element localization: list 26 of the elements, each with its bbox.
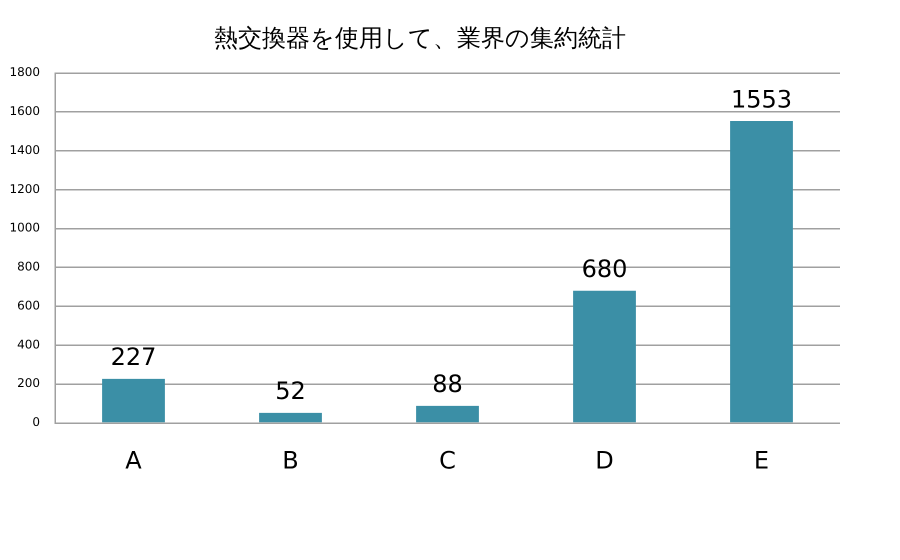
y-tick-label: 1400 — [9, 142, 40, 157]
data-label: 227 — [110, 343, 156, 372]
y-tick-label: 1200 — [9, 182, 40, 196]
bar — [259, 412, 322, 422]
chart-title: 熱交換器を使用して、業界の集約統計 — [214, 24, 626, 52]
x-tick-label: E — [754, 446, 770, 475]
data-label: 52 — [275, 377, 306, 406]
bar — [573, 290, 636, 422]
y-tick-label: 1600 — [9, 104, 40, 118]
data-label: 88 — [432, 370, 463, 398]
y-tick-label: 600 — [17, 298, 40, 312]
data-label: 1553 — [730, 85, 792, 114]
y-tick-label: 1800 — [9, 65, 40, 80]
bar — [102, 378, 165, 422]
data-label: 680 — [582, 255, 628, 284]
y-tick-label: 1000 — [9, 220, 40, 235]
bar — [416, 406, 479, 422]
y-tick-label: 0 — [32, 415, 40, 430]
y-tick-label: 200 — [17, 376, 40, 390]
y-tick-label: 400 — [17, 337, 40, 352]
x-tick-label: A — [125, 446, 142, 475]
y-tick-label: 800 — [17, 260, 40, 274]
x-tick-label: C — [439, 446, 456, 475]
bar — [730, 121, 793, 422]
x-tick-label: D — [595, 446, 614, 475]
x-tick-label: B — [282, 446, 299, 475]
